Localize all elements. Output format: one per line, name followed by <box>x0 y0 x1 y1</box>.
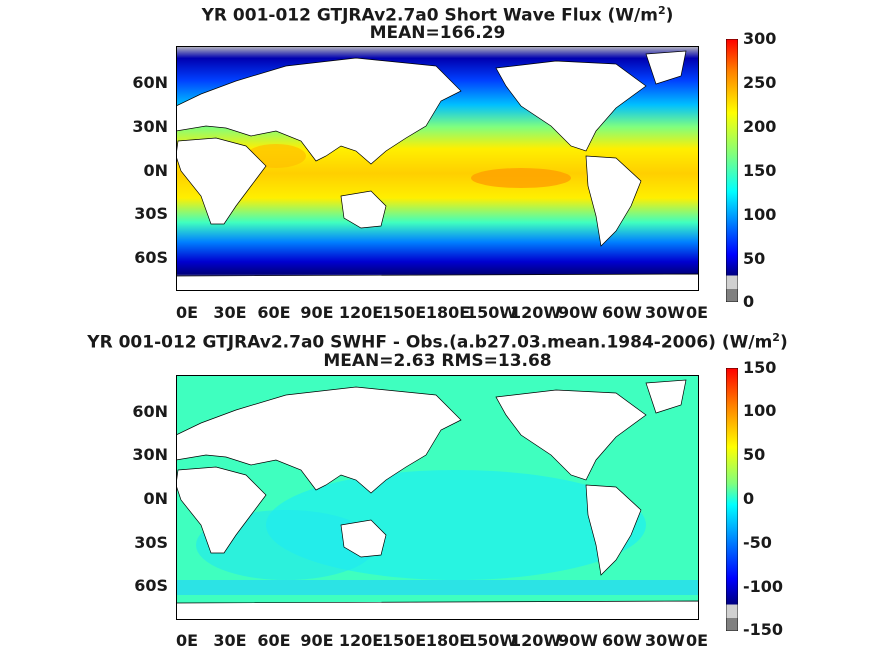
panel2-lon-label: 60E <box>257 631 291 650</box>
panel1-lat-label: 30S <box>134 204 168 223</box>
panel2-lat-label: 60S <box>134 576 168 595</box>
panel1-colorbar-tick: 150 <box>743 161 777 180</box>
panel1-lat-label: 60N <box>132 73 168 92</box>
panel2-lon-label: 30E <box>213 631 247 650</box>
panel1-lon-label: 30E <box>213 303 247 322</box>
panel2-lon-label: 60W <box>602 631 642 650</box>
panel2-colorbar-tick: 50 <box>743 445 766 464</box>
panel2-lon-label: 90W <box>558 631 598 650</box>
panel1-lon-label: 150E <box>381 303 427 322</box>
panel1-lon-label: 0E <box>685 303 709 322</box>
panel1-continents <box>176 50 699 291</box>
panel1-lon-label: 180E <box>425 303 471 322</box>
panel2-colorbar-tick: 0 <box>743 489 755 508</box>
panel2-lon-label: 150W <box>466 631 518 650</box>
panel2-map <box>176 375 699 620</box>
panel2-lat-label: 60N <box>132 402 168 421</box>
panel1-colorbar-tick: 100 <box>743 205 777 224</box>
panel1-map <box>176 46 699 291</box>
panel1-colorbar-tick: 200 <box>743 117 777 136</box>
panel1-subtitle: MEAN=166.29 <box>369 23 506 43</box>
panel1-lon-label: 0E <box>175 303 199 322</box>
panel2-colorbar-tick: -50 <box>743 533 772 552</box>
panel1-colorbar-tick: 0 <box>743 292 755 311</box>
panel1-lon-label: 120W <box>510 303 562 322</box>
panel2-frame <box>176 375 699 620</box>
panel2-continents <box>176 379 699 620</box>
panel1-colorbar-tick: 300 <box>743 29 777 48</box>
panel1-lon-label: 60E <box>257 303 291 322</box>
panel1-colorbar-tick: 50 <box>743 249 766 268</box>
panel2-title: YR 001-012 GTJRAv2.7a0 SWHF - Obs.(a.b27… <box>87 331 788 353</box>
panel2-lon-label: 180E <box>425 631 471 650</box>
panel2-colorbar-tick: -100 <box>743 577 784 596</box>
panel1-lon-label: 90W <box>558 303 598 322</box>
panel2-lon-label: 150E <box>381 631 427 650</box>
panel1-title: YR 001-012 GTJRAv2.7a0 Short Wave Flux (… <box>201 4 674 26</box>
panel1-warm-patch <box>471 168 571 188</box>
panel2-colorbar <box>726 368 738 631</box>
panel1-lon-label: 60W <box>602 303 642 322</box>
panel2-lat-label: 30S <box>134 533 168 552</box>
panel2-colorbar-tick: 150 <box>743 358 777 377</box>
panel2-colorbar-tick: 100 <box>743 401 777 420</box>
panel1-lat-label: 60S <box>134 248 168 267</box>
panel2-lat-label: 30N <box>132 445 168 464</box>
panel2-lon-label: 120E <box>338 631 384 650</box>
panel2-lon-label: 0E <box>685 631 709 650</box>
panel1-lon-label: 150W <box>466 303 518 322</box>
panel1-lon-label: 90E <box>300 303 334 322</box>
panel2-lon-label: 120W <box>510 631 562 650</box>
panel1-frame <box>176 46 699 291</box>
panel2-lon-label: 90E <box>300 631 334 650</box>
panel1-lat-label: 30N <box>132 117 168 136</box>
panel1-lat-label: 0N <box>143 161 168 180</box>
panel2-lon-label: 0E <box>175 631 199 650</box>
panel1-lon-label: 30W <box>645 303 685 322</box>
panel1-lon-label: 120E <box>338 303 384 322</box>
panel2-lat-label: 0N <box>143 489 168 508</box>
panel2-lon-label: 30W <box>645 631 685 650</box>
panel2-colorbar-tick: -150 <box>743 620 784 639</box>
panel1-colorbar <box>726 39 738 302</box>
panel1-colorbar-tick: 250 <box>743 73 777 92</box>
panel2-subtitle: MEAN=2.63 RMS=13.68 <box>323 351 552 371</box>
panel2-southern-band <box>176 580 699 595</box>
